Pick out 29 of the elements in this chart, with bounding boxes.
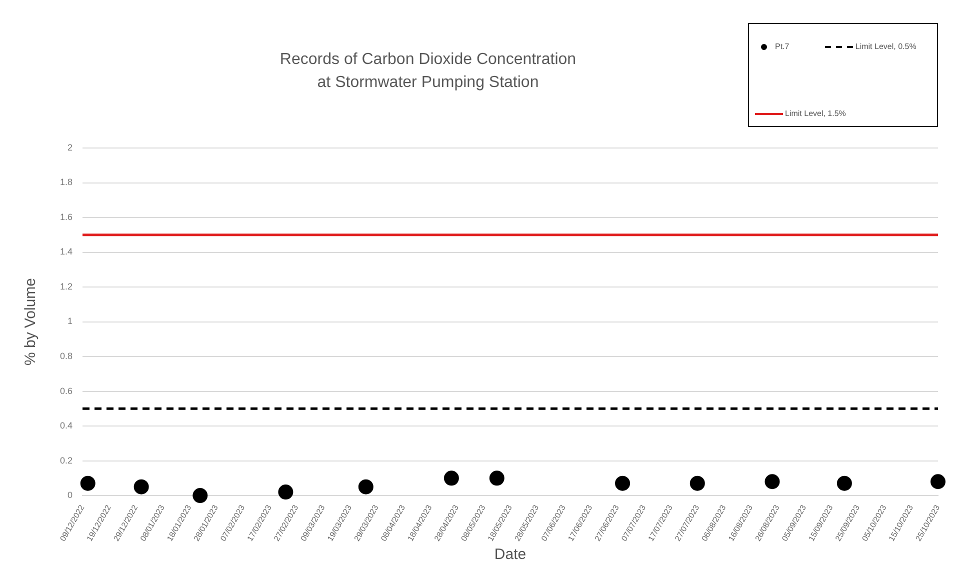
x-axis-title: Date (494, 546, 526, 564)
y-tick-label: 1 (67, 316, 73, 326)
point (278, 484, 294, 500)
legend-label: Limit Level, 0.5% (855, 42, 916, 51)
y-tick-label: 1.6 (60, 212, 73, 222)
y-tick-label: 1.2 (60, 281, 73, 292)
point (192, 488, 208, 504)
point (764, 474, 780, 490)
point (690, 476, 705, 491)
y-tick-label: 0.2 (60, 455, 73, 466)
y-tick-label: 0 (67, 490, 73, 500)
y-tick-label: 0.8 (60, 351, 73, 361)
legend-label: Limit Level, 1.5% (785, 109, 846, 118)
y-tick-label: 0.6 (60, 386, 73, 396)
y-tick-label: 2 (67, 142, 73, 152)
legend-label: Pt.7 (775, 42, 790, 51)
chart-title: Records of Carbon Dioxide Concentration at Stormwater Pumping Station (278, 50, 578, 93)
point (444, 470, 459, 486)
y-tick-label: 0.4 (60, 420, 73, 431)
point (358, 479, 374, 494)
y-tick-label: 1.8 (60, 177, 73, 188)
point (134, 479, 149, 494)
y-axis-title: % by Volume (22, 278, 40, 366)
y-tick-label: 1.4 (60, 246, 73, 257)
point (836, 476, 852, 491)
point (489, 470, 504, 486)
point (615, 476, 630, 491)
point (930, 474, 946, 490)
point (80, 476, 96, 491)
